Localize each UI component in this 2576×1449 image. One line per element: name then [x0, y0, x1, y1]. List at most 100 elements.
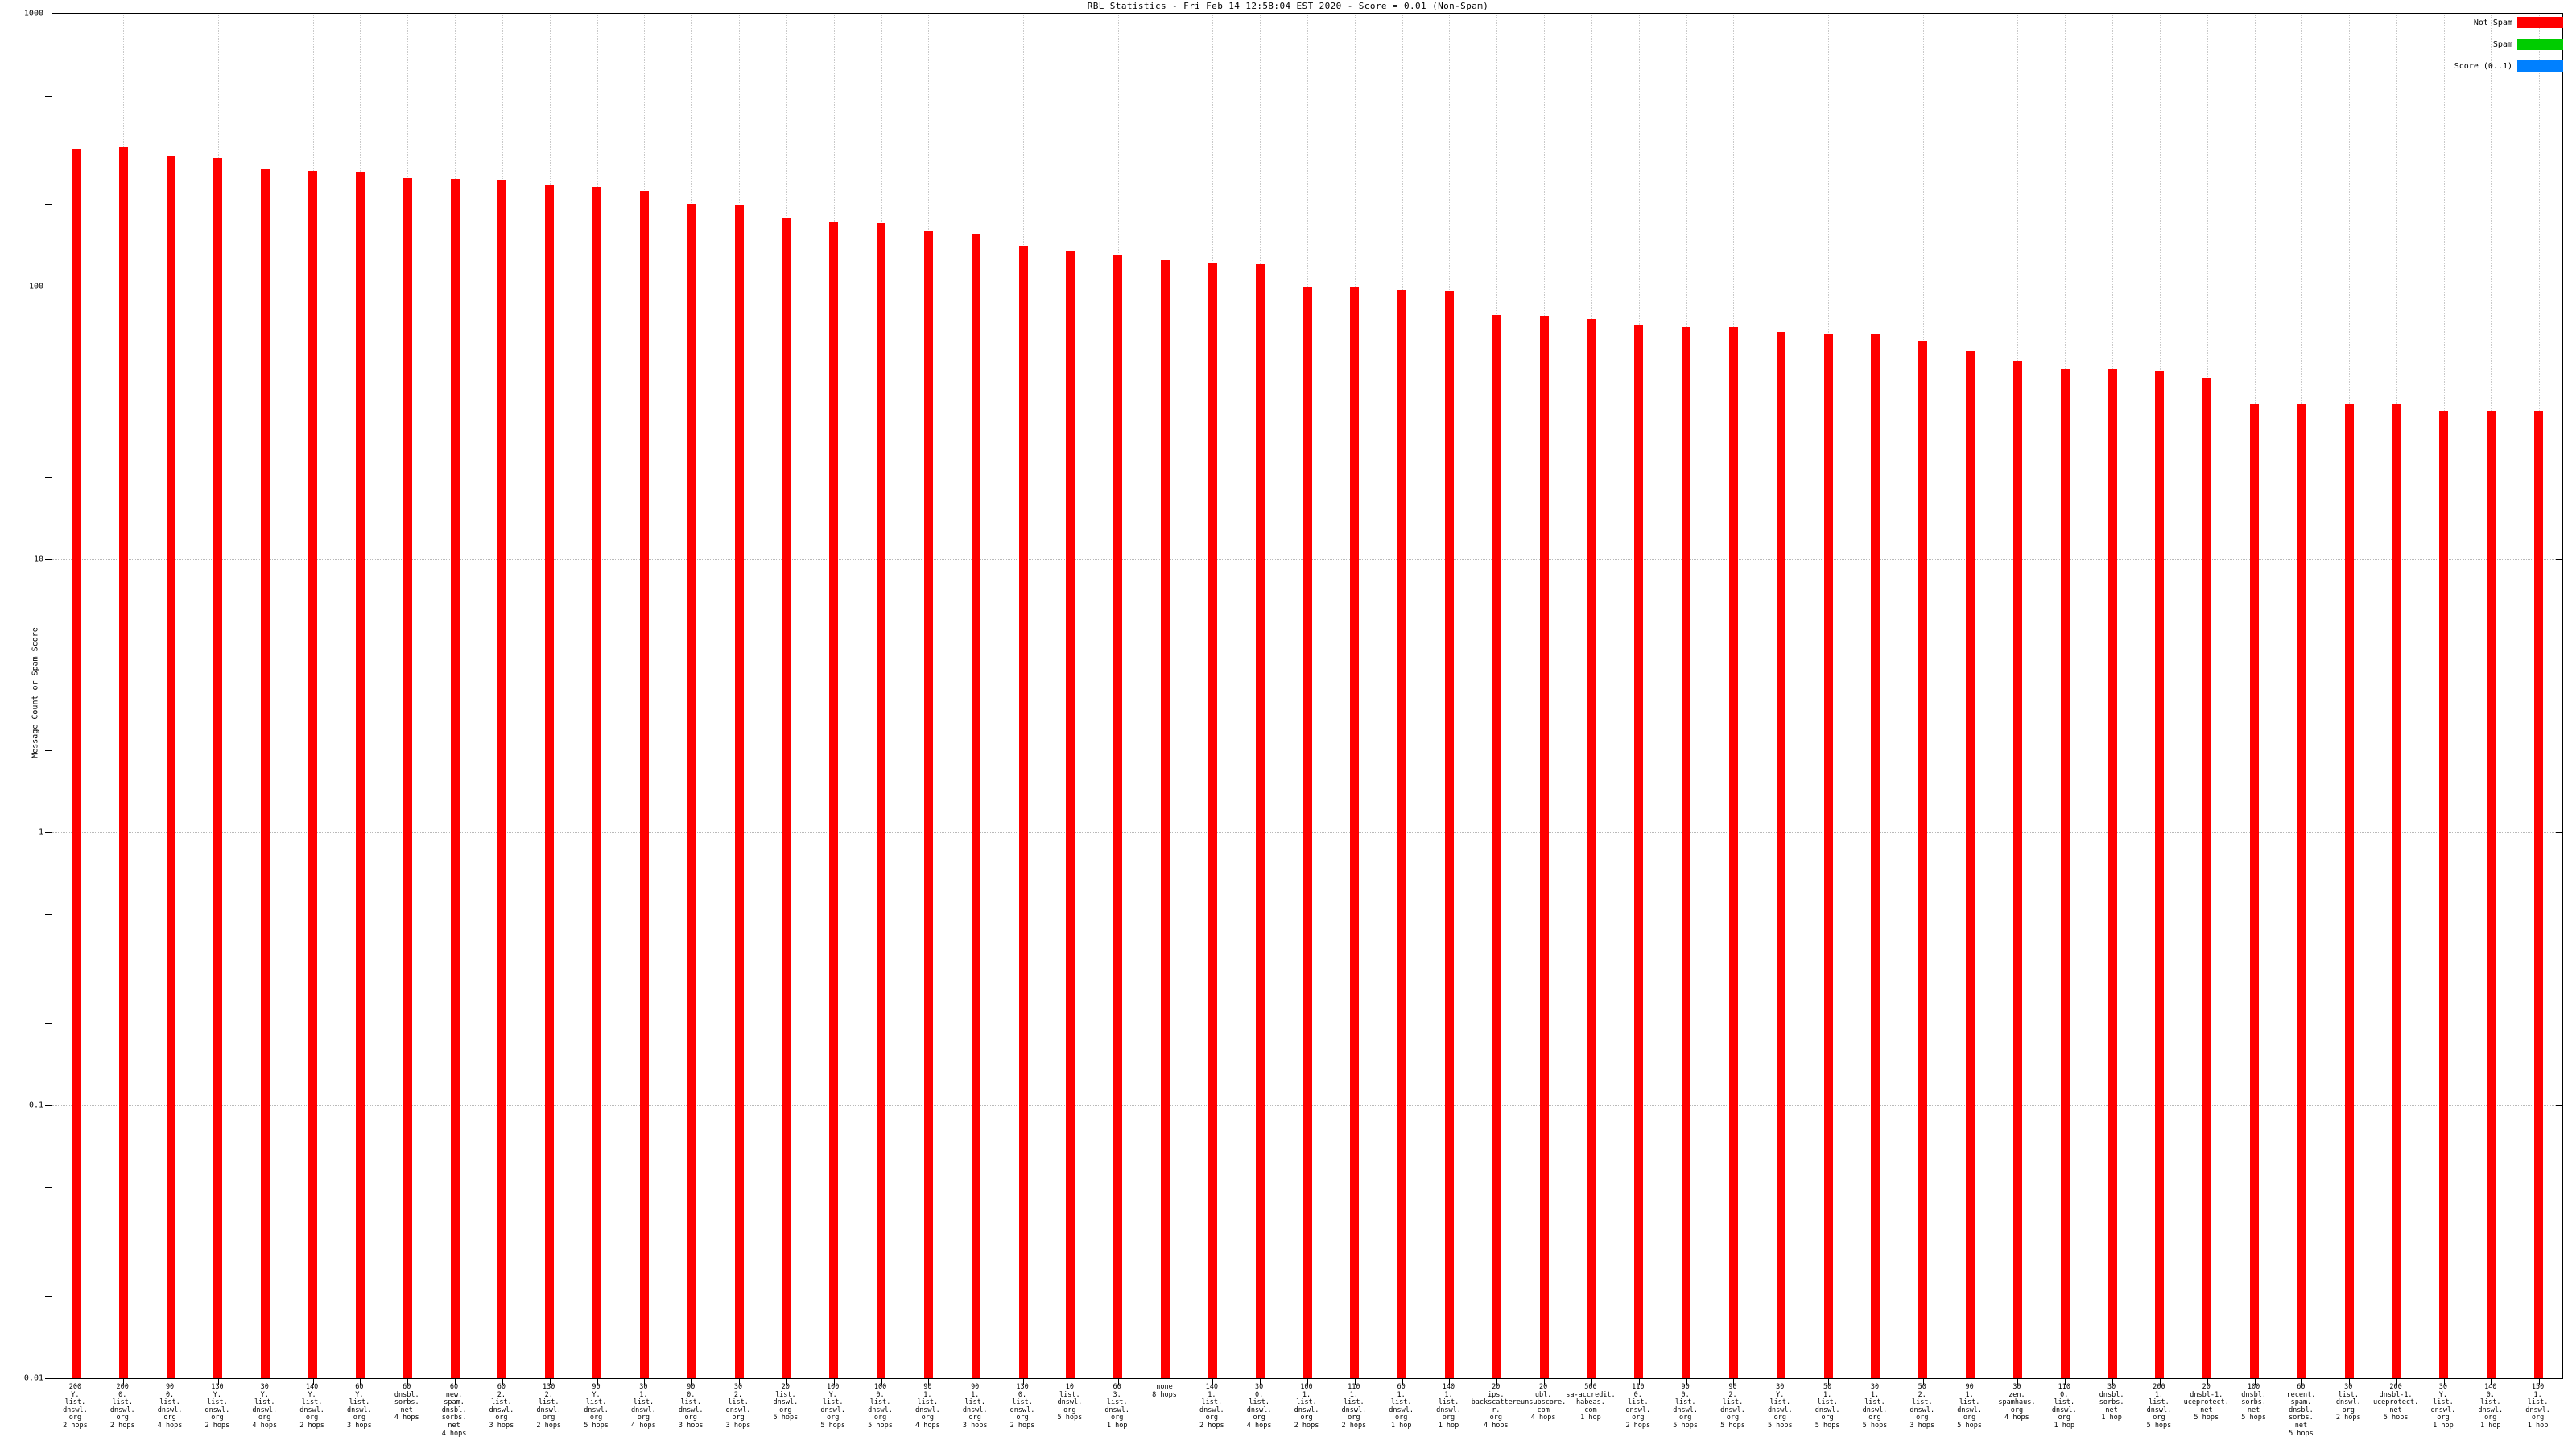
bar[interactable] — [1728, 327, 1738, 1378]
y-axis-tick — [45, 1378, 52, 1379]
plot-area — [52, 13, 2563, 1379]
bar[interactable] — [1113, 255, 1123, 1378]
x-axis-tick — [1828, 1379, 1830, 1385]
bar[interactable] — [1871, 333, 1880, 1378]
bar[interactable] — [1018, 246, 1028, 1378]
bar[interactable] — [971, 234, 980, 1378]
x-axis-tick — [644, 1379, 646, 1385]
x-axis-tick-label: 30 2. list. dnswl. org 3 hops — [725, 1383, 751, 1430]
bar[interactable] — [355, 172, 365, 1378]
bar[interactable] — [450, 179, 460, 1378]
x-axis-tick-label: 200 dnsbl-1. uceprotect. net 5 hops — [2372, 1383, 2419, 1422]
x-axis-tick — [2065, 1379, 2066, 1385]
x-axis-tick — [786, 1379, 787, 1385]
bar[interactable] — [2392, 404, 2401, 1378]
bar[interactable] — [71, 148, 80, 1378]
bar[interactable] — [592, 187, 602, 1378]
bar[interactable] — [1066, 250, 1075, 1378]
bar[interactable] — [1918, 341, 1928, 1378]
x-axis-tick — [2491, 1379, 2492, 1385]
x-axis-tick-label: 10 list. dnswl. org 5 hops — [1057, 1383, 1083, 1422]
x-axis-tick-label: 30 zen. spamhaus. org 4 hops — [1998, 1383, 2036, 1422]
bar[interactable] — [213, 157, 223, 1378]
bar[interactable] — [1161, 260, 1170, 1378]
bar[interactable] — [1634, 325, 1644, 1378]
x-axis-tick-label: 30 1. list. dnswl. org 4 hops — [631, 1383, 656, 1430]
x-axis-tick — [1307, 1379, 1308, 1385]
bar[interactable] — [2060, 369, 2070, 1378]
legend-swatch-not-spam — [2517, 17, 2563, 28]
bar[interactable] — [1255, 263, 1265, 1378]
bar[interactable] — [1823, 333, 1833, 1378]
y-axis-minor-tick — [45, 204, 52, 205]
x-axis-tick-label: 90 0. list. dnswl. org 5 hops — [1673, 1383, 1698, 1430]
bar[interactable] — [497, 180, 507, 1378]
x-axis-tick — [1922, 1379, 1924, 1385]
bar[interactable] — [2202, 378, 2212, 1378]
bar[interactable] — [2250, 404, 2260, 1378]
y-axis-tick-label: 100 — [28, 282, 43, 291]
x-axis-tick-label: 200 Y. list. dnswl. org 2 hops — [63, 1383, 88, 1430]
bar[interactable] — [308, 171, 318, 1378]
bar[interactable] — [1397, 290, 1407, 1378]
bar[interactable] — [402, 178, 412, 1378]
x-axis-tick-label: 90 1. list. dnswl. org 3 hops — [962, 1383, 988, 1430]
bar[interactable] — [1587, 319, 1596, 1378]
x-axis-tick — [549, 1379, 551, 1385]
bar[interactable] — [2297, 404, 2306, 1378]
bar[interactable] — [782, 218, 791, 1378]
x-axis-tick — [2017, 1379, 2019, 1385]
x-axis-tick-label: 110 0. list. dnswl. org 1 hop — [2051, 1383, 2077, 1430]
bar[interactable] — [2344, 404, 2354, 1378]
x-axis-tick — [1496, 1379, 1498, 1385]
bar[interactable] — [1776, 332, 1785, 1378]
bar[interactable] — [2107, 369, 2117, 1378]
bar[interactable] — [118, 147, 128, 1378]
x-axis-tick — [2443, 1379, 2445, 1385]
bar[interactable] — [261, 168, 270, 1378]
bar[interactable] — [923, 230, 933, 1378]
bar[interactable] — [2439, 411, 2449, 1378]
y-axis-minor-tick — [45, 1295, 52, 1297]
x-axis-tick-label: 140 1. list. dnswl. org 1 hop — [1436, 1383, 1461, 1430]
bar[interactable] — [1208, 262, 1217, 1378]
x-axis-tick-label: 100 dnsbl. sorbs. net 5 hops — [2241, 1383, 2266, 1422]
bar[interactable] — [1350, 287, 1360, 1378]
x-axis-tick — [2159, 1379, 2161, 1385]
y-axis-minor-tick — [45, 477, 52, 478]
bar[interactable] — [829, 222, 839, 1378]
legend-item-spam[interactable]: Spam — [2493, 39, 2563, 50]
bar[interactable] — [2487, 411, 2496, 1378]
bar[interactable] — [1539, 316, 1549, 1378]
x-axis-tick-label: 30 0. list. dnswl. org 4 hops — [1246, 1383, 1272, 1430]
bar[interactable] — [1682, 327, 1691, 1378]
x-axis-tick — [881, 1379, 882, 1385]
bar[interactable] — [2155, 371, 2165, 1378]
bar[interactable] — [2534, 411, 2544, 1378]
x-axis-tick-label: 90 0. list. dnswl. org 4 hops — [157, 1383, 183, 1430]
y-axis-tick-label: 1 — [38, 828, 43, 837]
x-axis-tick — [502, 1379, 503, 1385]
bar[interactable] — [639, 190, 649, 1378]
bar[interactable] — [545, 185, 555, 1378]
x-axis-tick-label: 60 1. list. dnswl. org 1 hop — [1389, 1383, 1414, 1430]
bar[interactable] — [1444, 291, 1454, 1378]
x-axis-tick-label: 100 1. list. dnswl. org 2 hops — [1294, 1383, 1319, 1430]
x-axis-tick-label: 90 Y. list. dnswl. org 5 hops — [584, 1383, 609, 1430]
legend-item-not-spam[interactable]: Not Spam — [2474, 17, 2563, 28]
bar[interactable] — [166, 156, 175, 1378]
y-axis-minor-tick — [45, 749, 52, 751]
bar[interactable] — [1492, 314, 1501, 1378]
x-axis-tick — [360, 1379, 361, 1385]
legend-item-score[interactable]: Score (0..1) — [2454, 60, 2563, 72]
bar[interactable] — [1966, 351, 1975, 1378]
bar[interactable] — [2013, 361, 2022, 1378]
bar[interactable] — [1302, 287, 1312, 1378]
bar[interactable] — [687, 204, 696, 1378]
bar[interactable] — [877, 223, 886, 1378]
plot-inner — [52, 14, 2562, 1378]
bar[interactable] — [734, 205, 744, 1378]
x-axis-tick-label: 140 0. list. dnswl. org 1 hop — [2478, 1383, 2504, 1430]
x-axis-tick — [312, 1379, 314, 1385]
y-axis-tick — [45, 559, 52, 560]
